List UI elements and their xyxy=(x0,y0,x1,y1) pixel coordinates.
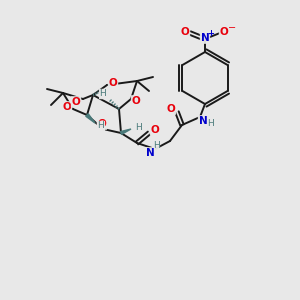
Text: O: O xyxy=(167,104,176,114)
Text: O: O xyxy=(72,97,80,107)
Text: +: + xyxy=(207,28,214,38)
Text: H: H xyxy=(153,142,159,151)
Text: N: N xyxy=(199,116,207,126)
Text: O: O xyxy=(109,78,117,88)
Text: H: H xyxy=(100,89,106,98)
Polygon shape xyxy=(120,129,131,134)
Text: H: H xyxy=(208,119,214,128)
Text: H: H xyxy=(98,122,104,130)
Polygon shape xyxy=(86,114,95,123)
Text: N: N xyxy=(201,33,209,43)
Text: H: H xyxy=(135,124,141,133)
Text: O: O xyxy=(63,102,71,112)
Text: −: − xyxy=(228,23,236,33)
Text: O: O xyxy=(98,119,106,129)
Text: O: O xyxy=(151,125,159,135)
Text: N: N xyxy=(146,148,154,158)
Text: O: O xyxy=(132,96,140,106)
Text: O: O xyxy=(181,27,189,37)
Text: O: O xyxy=(220,27,228,37)
